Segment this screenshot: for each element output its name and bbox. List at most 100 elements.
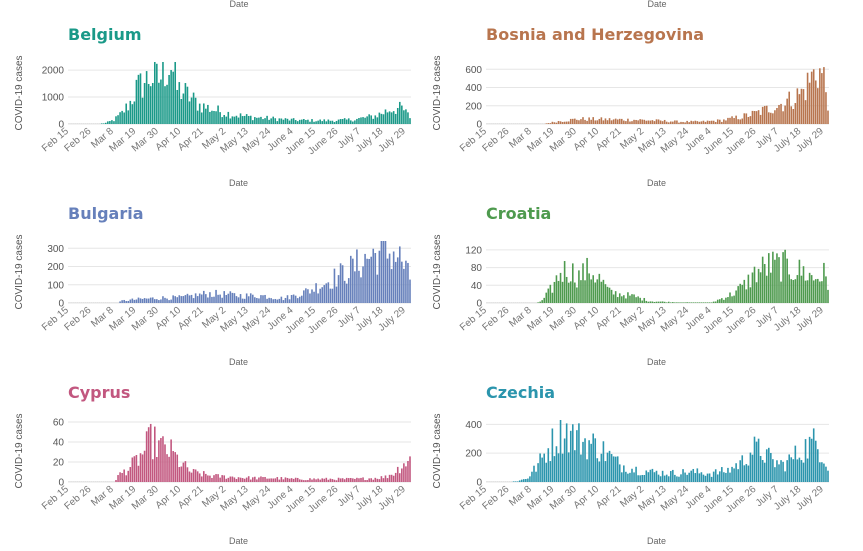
bar: [541, 457, 543, 482]
bar: [733, 118, 735, 124]
bar: [307, 289, 309, 303]
bar: [814, 440, 817, 482]
bar: [107, 121, 109, 124]
bar: [741, 118, 744, 124]
bar: [506, 481, 509, 482]
bar: [141, 454, 144, 482]
x-axis-label: Date: [647, 357, 666, 367]
bar: [492, 302, 494, 303]
bar: [407, 262, 409, 303]
bar: [292, 478, 295, 482]
bar: [588, 117, 590, 124]
bar: [333, 122, 336, 124]
bar: [205, 473, 207, 482]
bar: [296, 477, 299, 482]
bar: [694, 302, 697, 303]
bar: [692, 302, 695, 303]
bar: [527, 302, 529, 303]
bar: [254, 117, 256, 124]
bar: [510, 123, 513, 124]
bar: [137, 297, 140, 303]
bar: [247, 476, 250, 482]
bar: [123, 299, 125, 303]
bar: [162, 436, 164, 482]
bar: [260, 116, 262, 124]
bar: [374, 477, 377, 482]
bar: [335, 286, 338, 303]
bar: [663, 475, 666, 482]
bar: [343, 118, 346, 124]
y-axis-label: COVID-19 cases: [432, 413, 443, 488]
bar: [498, 302, 501, 303]
bar: [225, 295, 228, 303]
bar: [506, 123, 509, 124]
bar: [796, 275, 799, 303]
bar: [329, 120, 332, 124]
bar: [496, 302, 499, 303]
bar: [86, 123, 89, 124]
bar: [354, 120, 356, 124]
bar: [786, 460, 788, 482]
bar: [688, 122, 690, 124]
bar: [763, 462, 766, 482]
bar: [358, 118, 360, 124]
bar: [164, 444, 166, 482]
bar: [682, 469, 684, 482]
bar: [669, 121, 672, 124]
bar: [688, 302, 690, 303]
bar: [551, 292, 554, 303]
bar: [407, 460, 409, 482]
bar: [625, 471, 627, 482]
bar: [510, 481, 513, 482]
bar: [543, 297, 546, 303]
bar: [578, 120, 580, 124]
bar: [551, 121, 554, 124]
bar: [264, 118, 266, 124]
bar: [98, 481, 101, 482]
bar: [816, 88, 819, 124]
bar: [545, 292, 548, 303]
bar: [123, 112, 125, 124]
bar: [639, 119, 641, 124]
bar: [600, 281, 603, 303]
bar: [309, 293, 311, 303]
bar: [102, 123, 105, 124]
bar: [272, 299, 275, 303]
bar: [714, 121, 717, 124]
bar: [186, 467, 189, 482]
bar: [260, 476, 262, 482]
y-axis-label: COVID-19 cases: [14, 234, 25, 309]
bar: [578, 423, 580, 482]
y-tick-label: 600: [465, 65, 482, 76]
bar: [196, 110, 199, 124]
bar: [806, 458, 809, 482]
bar: [280, 477, 283, 482]
bar: [225, 116, 228, 124]
bar: [672, 302, 674, 303]
bar: [778, 464, 780, 482]
bar: [241, 298, 244, 303]
bar: [398, 101, 401, 124]
bar: [549, 461, 552, 482]
bar: [492, 481, 494, 482]
bar: [288, 120, 291, 124]
bar: [759, 272, 762, 303]
bar: [280, 296, 283, 303]
bar: [158, 82, 160, 124]
bar: [819, 281, 821, 303]
bar: [531, 302, 533, 303]
bar: [755, 441, 758, 482]
bar: [500, 481, 503, 482]
bar: [782, 461, 784, 482]
bar: [207, 475, 209, 482]
bar: [782, 111, 784, 124]
bar: [700, 302, 703, 303]
bar: [629, 472, 631, 482]
bar: [107, 302, 109, 303]
bar: [135, 299, 138, 303]
bar: [380, 476, 383, 482]
bar: [672, 469, 674, 482]
bar: [604, 461, 607, 482]
